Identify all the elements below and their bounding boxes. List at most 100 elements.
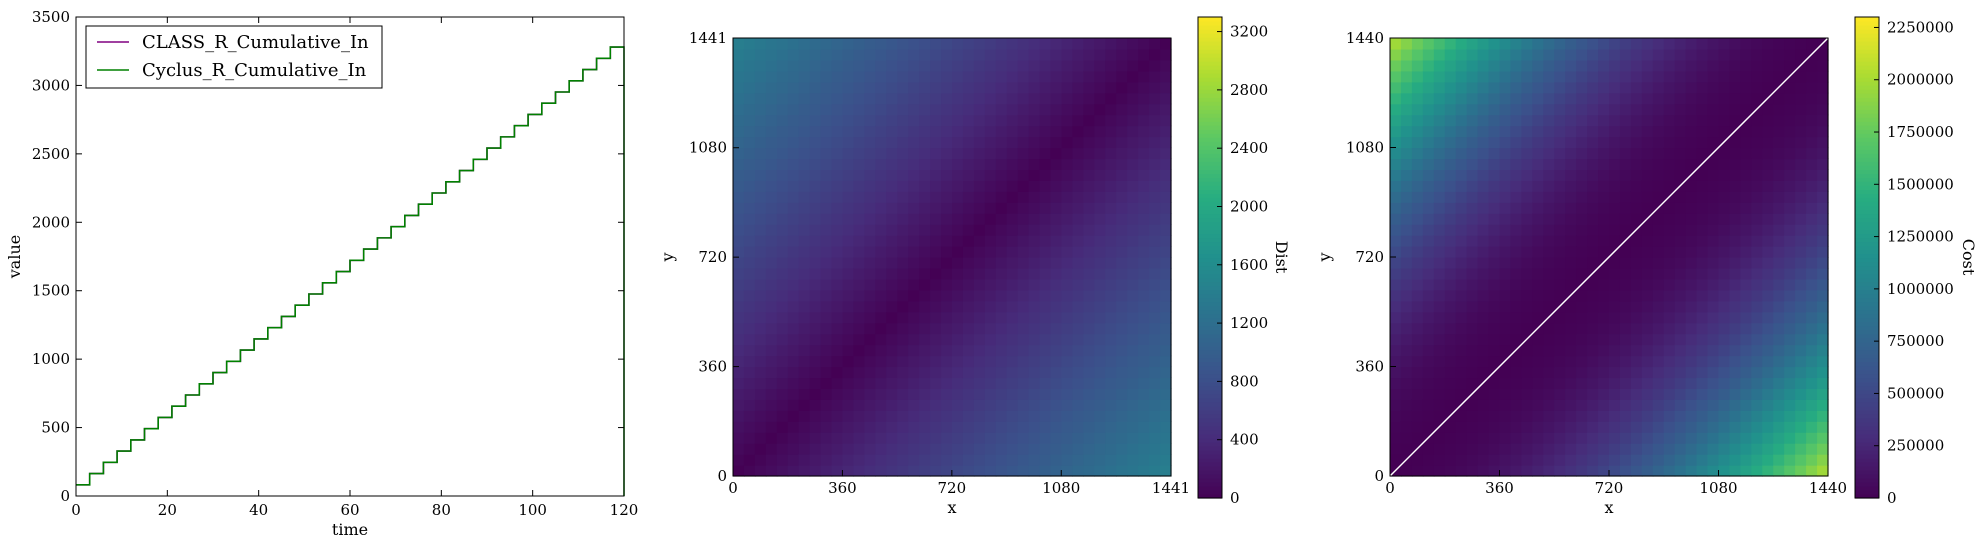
heatmap-cell: [1149, 289, 1161, 302]
heatmap-cell: [1072, 136, 1084, 149]
heatmap-cell: [875, 443, 887, 455]
heatmap-cell: [908, 180, 920, 192]
heatmap-cell: [1072, 191, 1084, 203]
heatmap-cell: [1554, 169, 1566, 181]
legend-box: [85, 25, 383, 89]
heatmap-cell: [1017, 410, 1030, 422]
heatmap-cell: [776, 70, 789, 83]
heatmap-cell: [754, 289, 767, 302]
heatmap-cell: [1641, 81, 1654, 94]
heatmap-cell: [1422, 300, 1435, 313]
heatmap-cell: [1094, 257, 1106, 269]
heatmap-cell: [1083, 103, 1095, 116]
heatmap-cell: [1762, 136, 1774, 149]
heatmap-cell: [864, 213, 876, 225]
heatmap-cell: [1400, 311, 1413, 324]
heatmap-cell: [1105, 432, 1117, 444]
heatmap-cell: [941, 322, 953, 335]
heatmap-cell: [1411, 366, 1424, 379]
colorbar-segment: [1198, 37, 1222, 42]
heatmap-cell: [962, 114, 975, 127]
heatmap-cell: [853, 169, 865, 181]
heatmap-cell: [962, 322, 975, 335]
heatmap-cell: [908, 311, 920, 324]
heatmap-cell: [765, 48, 778, 61]
heatmap-cell: [1641, 246, 1654, 258]
heatmap-cell: [1466, 344, 1479, 357]
heatmap-cell: [1017, 70, 1030, 83]
heatmap-cell: [1160, 191, 1172, 203]
heatmap-cell: [787, 377, 800, 389]
heatmap-cell: [1510, 300, 1522, 313]
heatmap-cell: [1795, 366, 1807, 379]
heatmap-cell: [1773, 48, 1785, 61]
heatmap-cell: [1017, 213, 1030, 225]
heatmap-cell: [1499, 432, 1512, 444]
heatmap-cell: [743, 136, 756, 149]
heatmap-cell: [1762, 399, 1774, 411]
heatmap-cell: [1061, 38, 1074, 50]
heatmap-cell: [1762, 246, 1774, 258]
heatmap-cell: [1105, 103, 1117, 116]
heatmap-cell: [733, 300, 745, 313]
heatmap-cell: [820, 267, 833, 280]
heatmap-cell: [1083, 191, 1095, 203]
heatmap-cell: [995, 257, 1008, 269]
heatmap-cell: [1532, 169, 1544, 181]
heatmap-cell: [1455, 48, 1468, 61]
heatmap-cell: [897, 267, 909, 280]
heatmap-cell: [1663, 38, 1676, 50]
colorbar-segment: [1855, 169, 1879, 174]
heatmap-cell: [1795, 278, 1807, 291]
heatmap-cell: [1400, 410, 1413, 422]
heatmap-cell: [1630, 322, 1643, 335]
heatmap-cell: [1762, 432, 1774, 444]
heatmap-cell: [1050, 300, 1063, 313]
heatmap-cell: [1499, 399, 1512, 411]
heatmap-cell: [1116, 257, 1128, 269]
heatmap-cell: [1422, 355, 1435, 368]
heatmap-cell: [743, 421, 756, 433]
heatmap-cell: [1455, 59, 1468, 72]
colorbar-segment: [1198, 417, 1222, 423]
heatmap-cell: [1663, 322, 1676, 335]
heatmap-cell: [842, 311, 855, 324]
heatmap-cell: [787, 180, 800, 192]
heatmap-cell: [1532, 114, 1544, 127]
heatmap-cell: [1094, 300, 1106, 313]
heatmap-cell: [1685, 399, 1698, 411]
heatmap-cell: [995, 344, 1008, 357]
heatmap-cell: [1696, 213, 1709, 225]
heatmap-cell: [875, 432, 887, 444]
heatmap-cell: [1751, 125, 1763, 138]
heatmap-cell: [1039, 235, 1052, 247]
colorbar-segment: [1855, 161, 1879, 166]
heatmap-cell: [1488, 191, 1501, 203]
heatmap-cell: [864, 158, 876, 170]
heatmap-cell: [1532, 147, 1544, 160]
heatmap-cell: [864, 59, 876, 72]
heatmap-cell: [1127, 213, 1139, 225]
heatmap-cell: [1598, 322, 1610, 335]
heatmap-cell: [798, 191, 811, 203]
heatmap-cell: [1609, 180, 1621, 192]
heatmap-cell: [1609, 454, 1621, 466]
heatmap-cell: [1006, 443, 1019, 455]
heatmap-cell: [1773, 465, 1785, 477]
heatmap-cell: [787, 465, 800, 477]
heatmap-cell: [1543, 300, 1555, 313]
heatmap-cell: [1488, 289, 1501, 302]
colorbar-segment: [1855, 229, 1879, 235]
heatmap-cell: [1477, 465, 1490, 477]
colorbar-segment: [1198, 233, 1222, 239]
heatmap-cell: [1400, 235, 1413, 247]
heatmap-cell: [1740, 300, 1752, 313]
heatmap-cell: [1696, 257, 1709, 269]
heatmap-cell: [1477, 322, 1490, 335]
heatmap-cell: [1696, 333, 1709, 346]
heatmap-cell: [1039, 202, 1052, 214]
heatmap-cell: [1499, 289, 1512, 302]
heatmap-cell: [1609, 410, 1621, 422]
heatmap-cell: [1598, 169, 1610, 181]
heatmap-cell: [1619, 48, 1632, 61]
